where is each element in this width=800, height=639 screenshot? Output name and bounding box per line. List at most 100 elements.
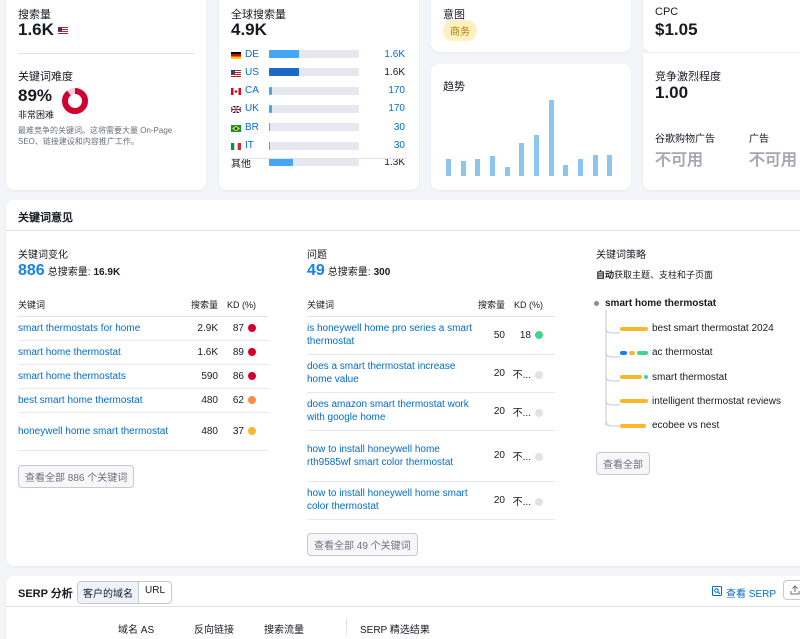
strategy-item[interactable]: best smart thermostat 2024 (620, 323, 774, 334)
trend-bar[interactable] (504, 166, 510, 176)
col-volume: 搜索量 (477, 294, 505, 317)
keyword-link[interactable]: smart thermostats for home (18, 316, 176, 341)
trend-bar[interactable] (490, 156, 495, 176)
table-row[interactable]: smart thermostats for home 2.9K 87 (18, 316, 268, 341)
variations-count[interactable]: 886 (18, 262, 45, 279)
kd-value: 89% (18, 86, 53, 105)
keyword-volume: 2.9K (176, 316, 218, 341)
country-bar (269, 68, 359, 77)
table-row[interactable]: best smart home thermostat 480 62 (18, 388, 268, 413)
serp-view-icon (712, 586, 722, 599)
trend-bar[interactable] (592, 154, 598, 176)
keyword-link[interactable]: how to install honeywell home rth9585wf … (307, 430, 477, 482)
keyword-link[interactable]: how to install honeywell home smart colo… (307, 481, 477, 520)
keyword-link[interactable]: does a smart thermostat increase home va… (307, 354, 477, 393)
intent-badge[interactable]: 商务 (443, 20, 477, 41)
trend-bar[interactable] (607, 154, 613, 176)
serp-col-traffic: 搜索流量 (264, 625, 304, 636)
keyword-volume: 480 (176, 388, 218, 413)
trend-bar[interactable] (563, 164, 569, 176)
keyword-link[interactable]: does amazon smart thermostat work with g… (307, 392, 477, 431)
view-all-questions-button[interactable]: 查看全部 49 个关键词 (307, 533, 418, 556)
flag-br-icon (231, 124, 241, 132)
keyword-link[interactable]: is honeywell home pro series a smart the… (307, 316, 477, 355)
table-row[interactable]: smart home thermostat 1.6K 89 (18, 340, 268, 365)
trend-bar[interactable] (548, 100, 554, 176)
country-code: US (245, 66, 259, 78)
table-row[interactable]: is honeywell home pro series a smart the… (307, 316, 555, 355)
strategy-subtitle: 获取主题、支柱和子页面 (614, 270, 714, 280)
strategy-item[interactable]: ecobee vs nest (620, 420, 719, 431)
strategy-bar (620, 375, 650, 380)
strategy-root[interactable]: smart home thermostat (594, 298, 716, 309)
table-row[interactable]: honeywell home smart thermostat 480 37 (18, 412, 268, 451)
kd-dot-icon (248, 395, 256, 404)
country-list: DE 1.6K US 1.6K CA 170 UK 170 BR 30 IT 30 其他 1.3K (230, 45, 405, 170)
kd-dot-icon (535, 408, 543, 417)
keyword-kd: 87 (218, 316, 268, 341)
country-bar (269, 123, 359, 132)
serp-tabs: 客户的域名 URL (77, 581, 173, 604)
kd-dot-icon (535, 497, 543, 506)
trend-bar[interactable] (578, 159, 583, 176)
trend-bar[interactable] (534, 134, 539, 176)
view-all-variations-button[interactable]: 查看全部 886 个关键词 (18, 465, 135, 488)
shopping-ads-label: 谷歌购物广告 (655, 134, 715, 145)
questions-title: 问题 (307, 250, 327, 261)
export-button[interactable] (783, 580, 800, 600)
trend-bar[interactable] (460, 160, 466, 176)
country-row-us[interactable]: US 1.6K (231, 63, 405, 81)
keyword-volume: 20 (477, 430, 505, 482)
table-row[interactable]: how to install honeywell home rth9585wf … (307, 430, 555, 482)
keyword-link[interactable]: smart home thermostat (18, 340, 176, 365)
strategy-item[interactable]: intelligent thermostat reviews (620, 396, 781, 407)
keyword-kd: 86 (218, 364, 268, 389)
serp-col-domain-as: 域名 AS (118, 625, 155, 636)
country-code: BR (245, 121, 259, 133)
keyword-kd: 不... (505, 481, 555, 520)
table-row[interactable]: smart home thermostats 590 86 (18, 364, 268, 389)
keyword-link[interactable]: honeywell home smart thermostat (18, 412, 176, 451)
view-all-strategy-button[interactable]: 查看全部 (596, 452, 650, 475)
other-label: 其他 (231, 158, 251, 170)
trend-bar[interactable] (519, 142, 525, 176)
keyword-volume: 20 (477, 392, 505, 431)
country-row-it[interactable]: IT 30 (231, 137, 405, 155)
questions-count[interactable]: 49 (307, 262, 325, 279)
trend-bar[interactable] (446, 159, 451, 176)
table-row[interactable]: how to install honeywell home smart colo… (307, 481, 555, 520)
table-row[interactable]: does a smart thermostat increase home va… (307, 354, 555, 393)
strategy-item[interactable]: ac thermostat (620, 347, 713, 358)
country-row-de[interactable]: DE 1.6K (231, 45, 405, 63)
view-serp-button[interactable]: 查看 SERP (712, 585, 776, 600)
global-volume-value: 4.9K (231, 20, 267, 39)
table-row[interactable]: does amazon smart thermostat work with g… (307, 392, 555, 431)
competition-label: 竞争激烈程度 (655, 71, 721, 83)
kd-dot-icon (248, 347, 256, 356)
country-code: CA (245, 85, 259, 97)
keyword-volume: 50 (477, 316, 505, 355)
strategy-bar (620, 350, 650, 355)
country-row-br[interactable]: BR 30 (231, 118, 405, 136)
strategy-item-label: ecobee vs nest (652, 420, 720, 432)
keyword-volume: 590 (176, 364, 218, 389)
volume-label: 搜索量 (18, 9, 51, 21)
competition-value: 1.00 (655, 83, 689, 102)
country-value: 170 (388, 85, 405, 97)
trend-bar[interactable] (475, 159, 481, 176)
tab-url[interactable]: URL (145, 585, 166, 596)
serp-card: SERP 分析 客户的域名 URL 查看 SERP 域名 AS 反向链接 搜索流… (6, 576, 800, 639)
ads-label: 广告 (749, 134, 769, 145)
variations-total: 16.9K (93, 267, 121, 278)
keyword-link[interactable]: smart home thermostats (18, 364, 176, 389)
competition-card: 竞争激烈程度 1.00 谷歌购物广告 不可用 广告 不可用 (643, 53, 800, 190)
country-code: DE (245, 48, 259, 60)
country-row-other: 其他 1.3K (231, 153, 405, 171)
tab-customer-domain[interactable]: 客户的域名 (78, 582, 139, 603)
strategy-item[interactable]: smart thermostat (620, 372, 727, 383)
country-row-ca[interactable]: CA 170 (231, 82, 405, 100)
col-keyword: 关键词 (307, 294, 477, 317)
strategy-item-label: smart thermostat (652, 371, 728, 383)
keyword-link[interactable]: best smart home thermostat (18, 388, 176, 413)
country-row-uk[interactable]: UK 170 (230, 100, 405, 118)
